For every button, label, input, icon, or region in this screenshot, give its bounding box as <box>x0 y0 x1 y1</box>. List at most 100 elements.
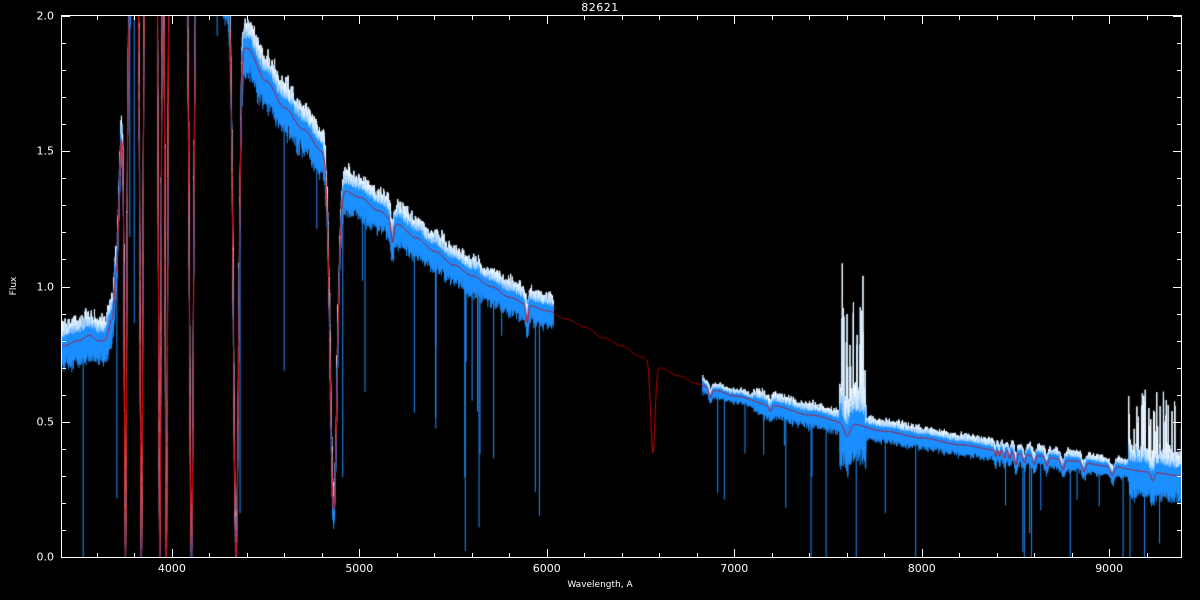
x-tick <box>434 15 436 20</box>
y-tick <box>1177 367 1182 369</box>
x-tick <box>809 15 811 20</box>
y-tick <box>1177 232 1182 234</box>
x-tick <box>1109 15 1111 24</box>
x-tick <box>284 15 286 20</box>
x-tick <box>1146 553 1148 558</box>
x-axis-label: Wavelength, A <box>567 580 633 590</box>
x-tick <box>584 553 586 558</box>
x-tick-label: 8000 <box>907 562 936 575</box>
x-tick <box>921 549 923 558</box>
x-tick <box>959 15 961 20</box>
y-tick <box>61 205 66 207</box>
x-tick <box>996 15 998 20</box>
x-tick <box>1146 15 1148 20</box>
x-tick <box>1034 15 1036 20</box>
y-tick <box>1177 259 1182 261</box>
x-tick <box>659 553 661 558</box>
x-tick <box>546 549 548 558</box>
y-tick <box>61 70 66 72</box>
x-tick <box>809 553 811 558</box>
y-tick <box>1177 475 1182 477</box>
x-tick <box>621 553 623 558</box>
y-tick <box>61 97 66 99</box>
y-tick <box>1177 394 1182 396</box>
y-tick <box>61 259 66 261</box>
y-tick <box>1177 205 1182 207</box>
y-tick-label: 1.5 <box>36 144 55 158</box>
y-tick-label: 0.5 <box>36 415 55 429</box>
y-tick <box>61 475 66 477</box>
x-tick <box>621 15 623 20</box>
x-tick <box>246 553 248 558</box>
x-tick <box>396 15 398 20</box>
y-tick <box>1177 178 1182 180</box>
x-tick <box>771 553 773 558</box>
y-tick <box>1173 557 1182 558</box>
y-tick <box>1177 124 1182 126</box>
x-tick <box>209 15 211 20</box>
x-tick <box>884 553 886 558</box>
x-tick <box>1109 549 1111 558</box>
x-tick <box>134 15 136 20</box>
x-tick <box>734 15 736 24</box>
x-tick <box>1071 553 1073 558</box>
y-tick <box>1177 43 1182 45</box>
x-tick <box>584 15 586 20</box>
x-tick <box>434 553 436 558</box>
y-axis-label: Flux <box>9 276 19 296</box>
x-tick <box>209 553 211 558</box>
x-tick <box>471 553 473 558</box>
y-tick <box>61 340 66 342</box>
y-tick <box>61 178 66 180</box>
y-tick-label: 2.0 <box>36 9 55 23</box>
y-tick <box>1173 16 1182 17</box>
x-tick <box>396 553 398 558</box>
x-tick <box>921 15 923 24</box>
y-tick <box>1177 313 1182 315</box>
x-tick <box>659 15 661 20</box>
y-tick <box>1177 70 1182 72</box>
x-tick <box>359 549 361 558</box>
x-tick <box>509 15 511 20</box>
x-tick <box>1034 553 1036 558</box>
x-tick <box>96 553 98 558</box>
x-tick <box>696 15 698 20</box>
x-tick <box>246 15 248 20</box>
y-tick <box>61 151 70 153</box>
x-tick <box>321 15 323 20</box>
y-tick <box>1177 97 1182 99</box>
y-tick <box>61 313 66 315</box>
y-tick <box>61 394 66 396</box>
y-tick <box>61 43 66 45</box>
x-tick <box>134 553 136 558</box>
y-tick <box>61 286 70 288</box>
x-tick <box>471 15 473 20</box>
y-tick-label: 0.0 <box>36 550 55 564</box>
x-tick <box>884 15 886 20</box>
x-tick <box>996 553 998 558</box>
x-tick-label: 4000 <box>157 562 186 575</box>
x-tick <box>321 553 323 558</box>
y-tick <box>1173 286 1182 288</box>
y-tick <box>61 124 66 126</box>
y-tick <box>1177 502 1182 504</box>
x-tick-label: 6000 <box>532 562 561 575</box>
y-tick <box>1173 151 1182 153</box>
x-tick <box>734 549 736 558</box>
x-tick <box>846 553 848 558</box>
x-tick <box>696 553 698 558</box>
x-tick <box>771 15 773 20</box>
plot-area <box>61 15 1182 558</box>
y-tick <box>61 232 66 234</box>
x-tick <box>359 15 361 24</box>
x-tick <box>846 15 848 20</box>
y-tick <box>1177 340 1182 342</box>
x-tick <box>96 15 98 20</box>
y-tick <box>61 557 70 558</box>
y-tick <box>1173 421 1182 423</box>
y-tick <box>61 16 70 17</box>
x-tick <box>959 553 961 558</box>
y-tick <box>1177 448 1182 450</box>
x-tick <box>546 15 548 24</box>
